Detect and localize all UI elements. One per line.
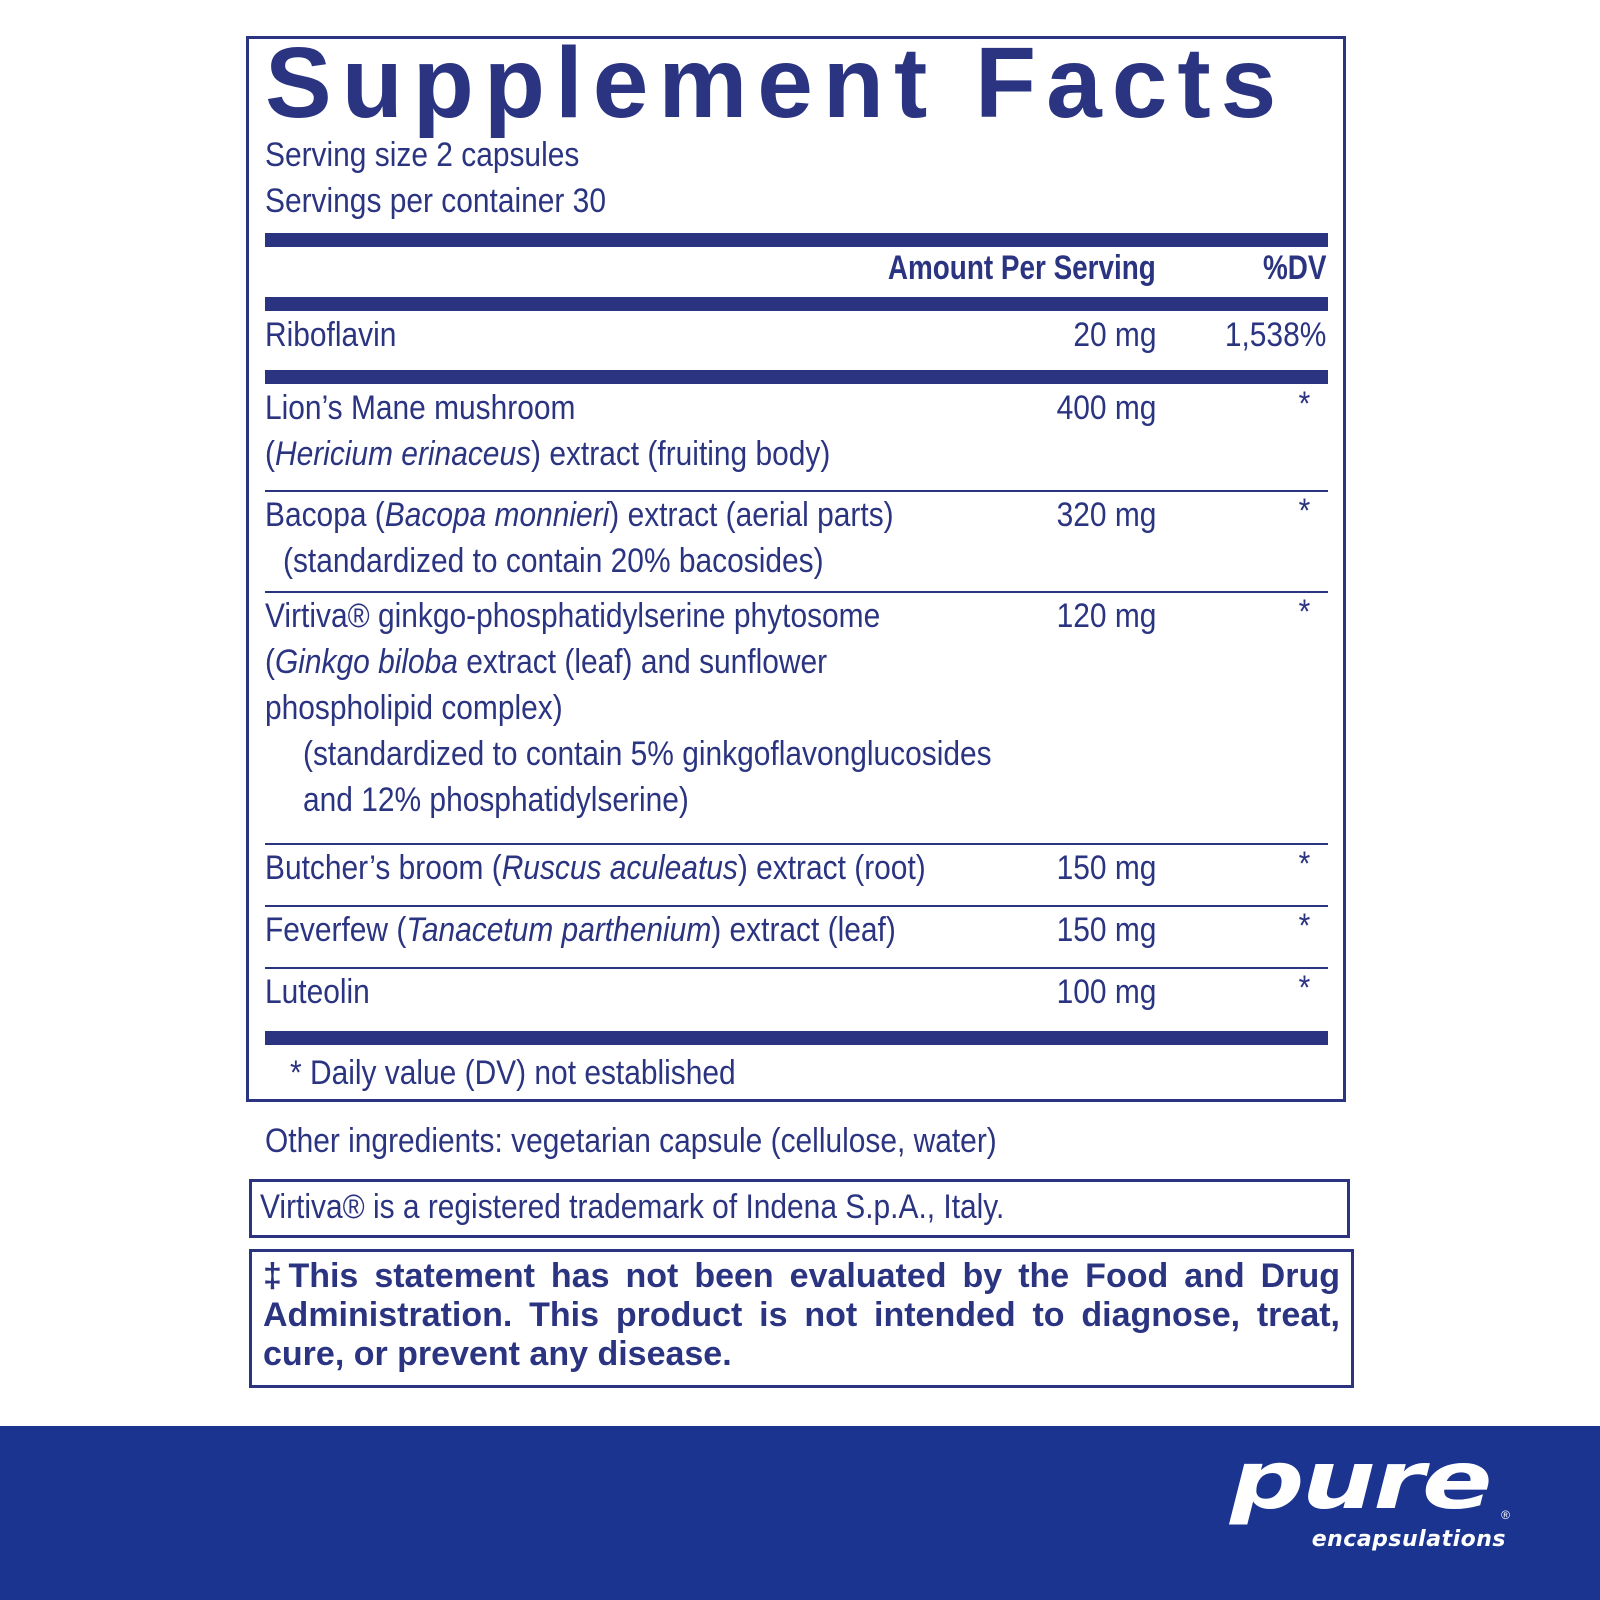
ingredient-line: phospholipid complex) [265, 689, 563, 727]
divider-bar [265, 297, 1328, 311]
ingredient-dv: * [1298, 845, 1310, 883]
ingredient-line: (standardized to contain 20% bacosides) [283, 542, 824, 580]
divider-bar [265, 233, 1328, 247]
ingredient-line: Virtiva® ginkgo-phosphatidylserine phyto… [265, 597, 881, 635]
ingredient-amount: 150 mg [1056, 911, 1156, 949]
panel-title: Supplement Facts [265, 27, 1287, 139]
header-dv: %DV [1262, 249, 1326, 287]
ingredient-amount: 100 mg [1056, 973, 1156, 1011]
ingredient-line: Luteolin [265, 973, 370, 1011]
brand-footer [0, 1426, 1600, 1600]
row-divider [265, 905, 1328, 907]
ingredient-amount: 320 mg [1056, 496, 1156, 534]
footnote: * Daily value (DV) not established [290, 1054, 736, 1092]
row-divider [265, 490, 1328, 492]
ingredient-line: (Hericium erinaceus) extract (fruiting b… [265, 435, 831, 473]
ingredient-dv: * [1298, 969, 1310, 1007]
serving-size: Serving size 2 capsules [265, 136, 580, 174]
ingredient-dv: * [1298, 492, 1310, 530]
trademark-box [249, 1179, 1350, 1238]
ingredient-line: (standardized to contain 5% ginkgoflavon… [303, 735, 992, 773]
row-divider [265, 843, 1328, 845]
servings-per-container: Servings per container 30 [265, 182, 606, 220]
riboflavin-amount: 20 mg [1072, 316, 1156, 354]
riboflavin-name: Riboflavin [265, 316, 397, 354]
registered-mark: ® [1501, 1508, 1510, 1522]
row-divider [265, 967, 1328, 969]
divider-bar [265, 370, 1328, 384]
row-divider [265, 591, 1328, 593]
ingredient-line: Lion’s Mane mushroom [265, 389, 576, 427]
divider-bar [265, 1031, 1328, 1045]
fda-statement: ‡This statement has not been evaluated b… [263, 1257, 1340, 1373]
ingredient-amount: 150 mg [1056, 849, 1156, 887]
trademark-text: Virtiva® is a registered trademark of In… [260, 1188, 1005, 1226]
header-amount: Amount Per Serving [887, 249, 1156, 287]
ingredient-dv: * [1298, 593, 1310, 631]
ingredient-dv: * [1298, 907, 1310, 945]
ingredient-dv: * [1298, 385, 1310, 423]
fda-statement-box [249, 1249, 1354, 1388]
ingredient-line: Bacopa (Bacopa monnieri) extract (aerial… [265, 496, 894, 534]
ingredient-amount: 400 mg [1056, 389, 1156, 427]
riboflavin-dv: 1,538% [1224, 316, 1326, 354]
ingredient-amount: 120 mg [1056, 597, 1156, 635]
ingredient-line: (Ginkgo biloba extract (leaf) and sunflo… [265, 643, 828, 681]
brand-logo-subtitle: encapsulations [1311, 1527, 1506, 1552]
brand-logo: pure [1230, 1434, 1493, 1527]
supplement-facts-panel [246, 36, 1346, 1102]
ingredient-line: and 12% phosphatidylserine) [303, 781, 689, 819]
ingredient-line: Feverfew (Tanacetum parthenium) extract … [265, 911, 896, 949]
other-ingredients: Other ingredients: vegetarian capsule (c… [265, 1122, 997, 1160]
ingredient-line: Butcher’s broom (Ruscus aculeatus) extra… [265, 849, 926, 887]
